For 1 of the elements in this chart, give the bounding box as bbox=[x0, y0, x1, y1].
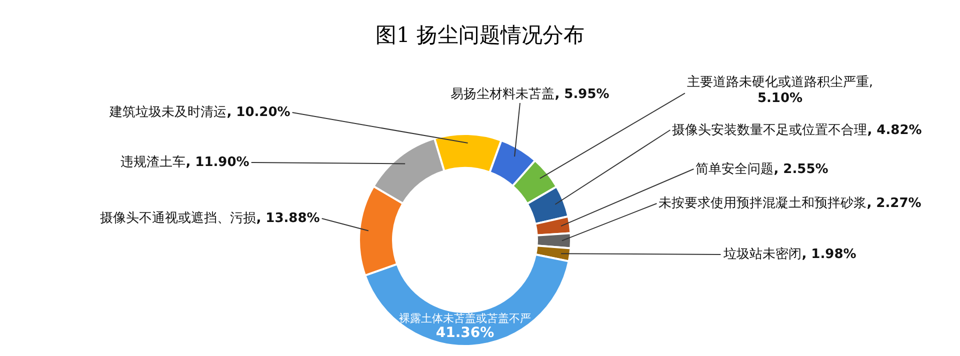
chart-title: 图1 扬尘问题情况分布 bbox=[375, 23, 585, 47]
